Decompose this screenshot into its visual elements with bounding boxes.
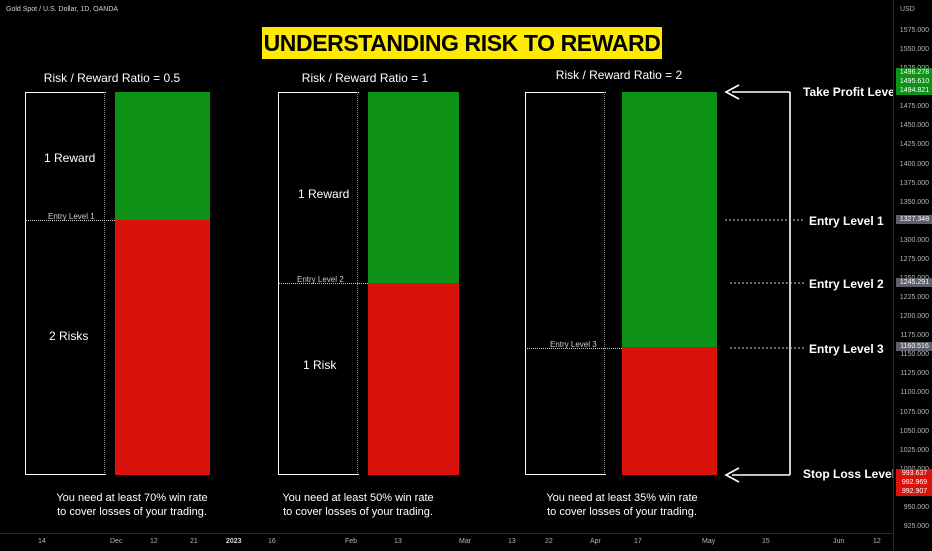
panel1-reward-bar: [115, 91, 210, 220]
price-tick-label: 1575.000: [899, 27, 929, 34]
panel2-risk-label: 1 Risk: [303, 358, 337, 372]
panel1-risk-label: 2 Risks: [49, 329, 89, 343]
time-tick-label: 21: [190, 538, 198, 545]
price-badge: 1495.610: [896, 77, 932, 86]
time-tick-label: 15: [762, 538, 770, 545]
price-tick-label: 1200.000: [899, 313, 929, 321]
entry2-right-label: Entry Level 2: [809, 277, 884, 291]
entry3-right-label: Entry Level 3: [809, 342, 884, 356]
panel3-bracket: [525, 92, 606, 475]
time-tick-label: 12: [873, 538, 881, 545]
time-tick-label: 16: [268, 538, 276, 545]
price-tick-label: 1550.000: [899, 46, 929, 54]
panel2-caption: You need at least 50% win rate to cover …: [248, 491, 468, 519]
time-tick-label: 17: [634, 538, 642, 545]
panel3-guide: [604, 92, 605, 473]
price-tick-label: 1425.000: [899, 141, 929, 149]
panel3-risk-bar: [622, 347, 717, 476]
panel2-entry-line: [278, 283, 368, 284]
price-tick-label: 1125.000: [900, 370, 929, 378]
price-badge: 1160.516: [896, 342, 932, 351]
panel1-caption: You need at least 70% win rate to cover …: [22, 491, 242, 519]
price-badge: 1327.348: [896, 215, 932, 224]
panel1-caption-line1: You need at least 70% win rate: [56, 492, 208, 504]
price-badge: 1245.291: [896, 278, 932, 287]
panel1-risk-bar: [115, 219, 210, 476]
panel2-reward-label: 1 Reward: [298, 187, 350, 201]
price-tick-label: 1475.000: [899, 103, 929, 111]
panel1-entry-line: [25, 220, 115, 221]
price-tick-label: 1025.000: [899, 446, 929, 454]
time-tick-label: 13: [508, 538, 516, 545]
price-tick-label: 1350.000: [899, 198, 929, 206]
price-tick-label: 1050.000: [899, 427, 929, 435]
price-badge: 1494.821: [896, 86, 932, 95]
time-axis[interactable]: 14 Dec 12 21 2023 16 Feb 13 Mar 13 22 Apr 17 May 15 Jun…: [0, 533, 893, 551]
panel2-guide: [357, 92, 358, 473]
price-axis[interactable]: USD 1575.0001550.0001525.0001500.0001475…: [893, 0, 932, 550]
time-tick-label: Mar: [459, 538, 472, 545]
price-tick-label: 1225.000: [899, 294, 929, 302]
panel2-caption-line1: You need at least 50% win rate: [282, 492, 434, 504]
time-tick-label: 14: [38, 538, 46, 545]
price-tick-label: 1300.000: [899, 236, 929, 244]
time-tick-label: Jun: [833, 538, 845, 545]
price-tick-label: 1275.000: [899, 255, 929, 263]
time-tick-label: May: [702, 538, 716, 545]
price-badge: 992.907: [896, 487, 932, 496]
axis-currency: USD: [900, 6, 915, 13]
panel2-risk-bar: [368, 282, 459, 476]
take-profit-label: Take Profit Level: [803, 85, 899, 99]
time-tick-label: 12: [150, 538, 158, 545]
time-tick-label: Dec: [110, 538, 123, 545]
panel1-title: Risk / Reward Ratio = 0.5: [43, 71, 181, 85]
price-tick-label: 1150.000: [900, 351, 929, 359]
price-badge: 993.637: [896, 469, 932, 478]
panel3-entry-label: Entry Level 3: [550, 340, 597, 349]
stop-loss-arrow-icon: [724, 467, 740, 483]
panel1-reward-label: 1 Reward: [44, 151, 96, 165]
right-annotations: [724, 84, 805, 483]
panel1-guide: [104, 92, 105, 473]
entry1-right-label: Entry Level 1: [809, 214, 884, 228]
price-tick-label: 925.000: [903, 523, 929, 530]
time-tick-label: 13: [394, 538, 402, 545]
panel3-caption: You need at least 35% win rate to cover …: [512, 491, 732, 519]
price-tick-label: 1100.000: [900, 389, 929, 397]
price-tick-label: 1450.000: [899, 122, 929, 130]
time-tick-label: Apr: [590, 538, 601, 545]
price-tick-label: 1175.000: [900, 332, 929, 340]
panel1-bracket: [25, 92, 106, 475]
panel3-entry-line: [525, 348, 622, 349]
panel2-entry-label: Entry Level 2: [297, 275, 344, 284]
panel3-caption-line2: to cover losses of your trading.: [547, 506, 697, 518]
panel2-caption-line2: to cover losses of your trading.: [283, 506, 433, 518]
panel3-title: Risk / Reward Ratio = 2: [555, 68, 683, 82]
time-tick-label: 2023: [226, 538, 242, 545]
panel3-reward-bar: [622, 91, 717, 348]
take-profit-arrow-icon: [724, 84, 740, 100]
price-tick-label: 1075.000: [899, 408, 929, 416]
time-tick-label: 22: [545, 538, 553, 545]
panel3-caption-line1: You need at least 35% win rate: [546, 492, 698, 504]
stop-loss-label: Stop Loss Level: [803, 467, 896, 481]
panel2-title: Risk / Reward Ratio = 1: [301, 71, 429, 85]
price-badge: 1496.278: [896, 68, 932, 77]
panel1-caption-line2: to cover losses of your trading.: [57, 506, 207, 518]
banner-title: UNDERSTANDING RISK TO REWARD RATIO: [262, 27, 662, 88]
symbol-title: Gold Spot / U.S. Dollar, 1D, OANDA: [6, 6, 119, 13]
time-tick-label: Feb: [345, 538, 358, 545]
price-badge: 992.969: [896, 478, 932, 487]
price-tick-label: 1375.000: [899, 179, 929, 187]
panel2-reward-bar: [368, 91, 459, 283]
price-tick-label: 1400.000: [899, 160, 929, 168]
price-tick-label: 950.000: [903, 503, 929, 511]
panel1-entry-label: Entry Level 1: [48, 212, 95, 221]
